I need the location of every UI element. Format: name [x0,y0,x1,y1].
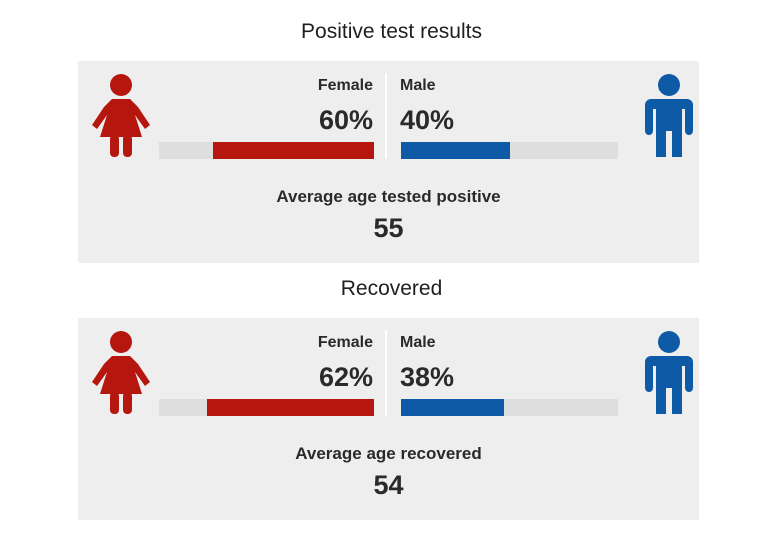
average-age-value: 54 [373,470,404,500]
center-divider [385,73,387,159]
male-percent: 38% [400,362,455,392]
male-label: Male [400,334,436,351]
male-bar [401,399,504,416]
male-percent: 40% [400,105,455,135]
male-bar-track [401,142,618,159]
section-title-recovered: Recovered [340,277,443,300]
female-bar-track [159,142,374,159]
male-bar [401,142,510,159]
female-percent: 62% [318,362,373,392]
male-label: Male [400,77,436,94]
section-title-positive: Positive test results [301,20,482,43]
female-person-icon [92,331,150,414]
average-age-label: Average age recovered [295,444,482,463]
female-bar [207,399,374,416]
average-age-label: Average age tested positive [276,187,501,206]
positive-results-panel: Female Male 60% 40% Average age tested p… [78,61,699,263]
female-bar-track [159,399,374,416]
female-label: Female [317,77,373,94]
male-person-icon [645,331,693,414]
female-bar [213,142,374,159]
female-person-icon [92,74,150,157]
center-divider [385,330,387,416]
female-percent: 60% [318,105,373,135]
female-label: Female [317,334,373,351]
male-bar-track [401,399,618,416]
average-age-value: 55 [373,213,404,243]
male-person-icon [645,74,693,157]
recovered-panel: Female Male 62% 38% Average age recovere… [78,318,699,520]
